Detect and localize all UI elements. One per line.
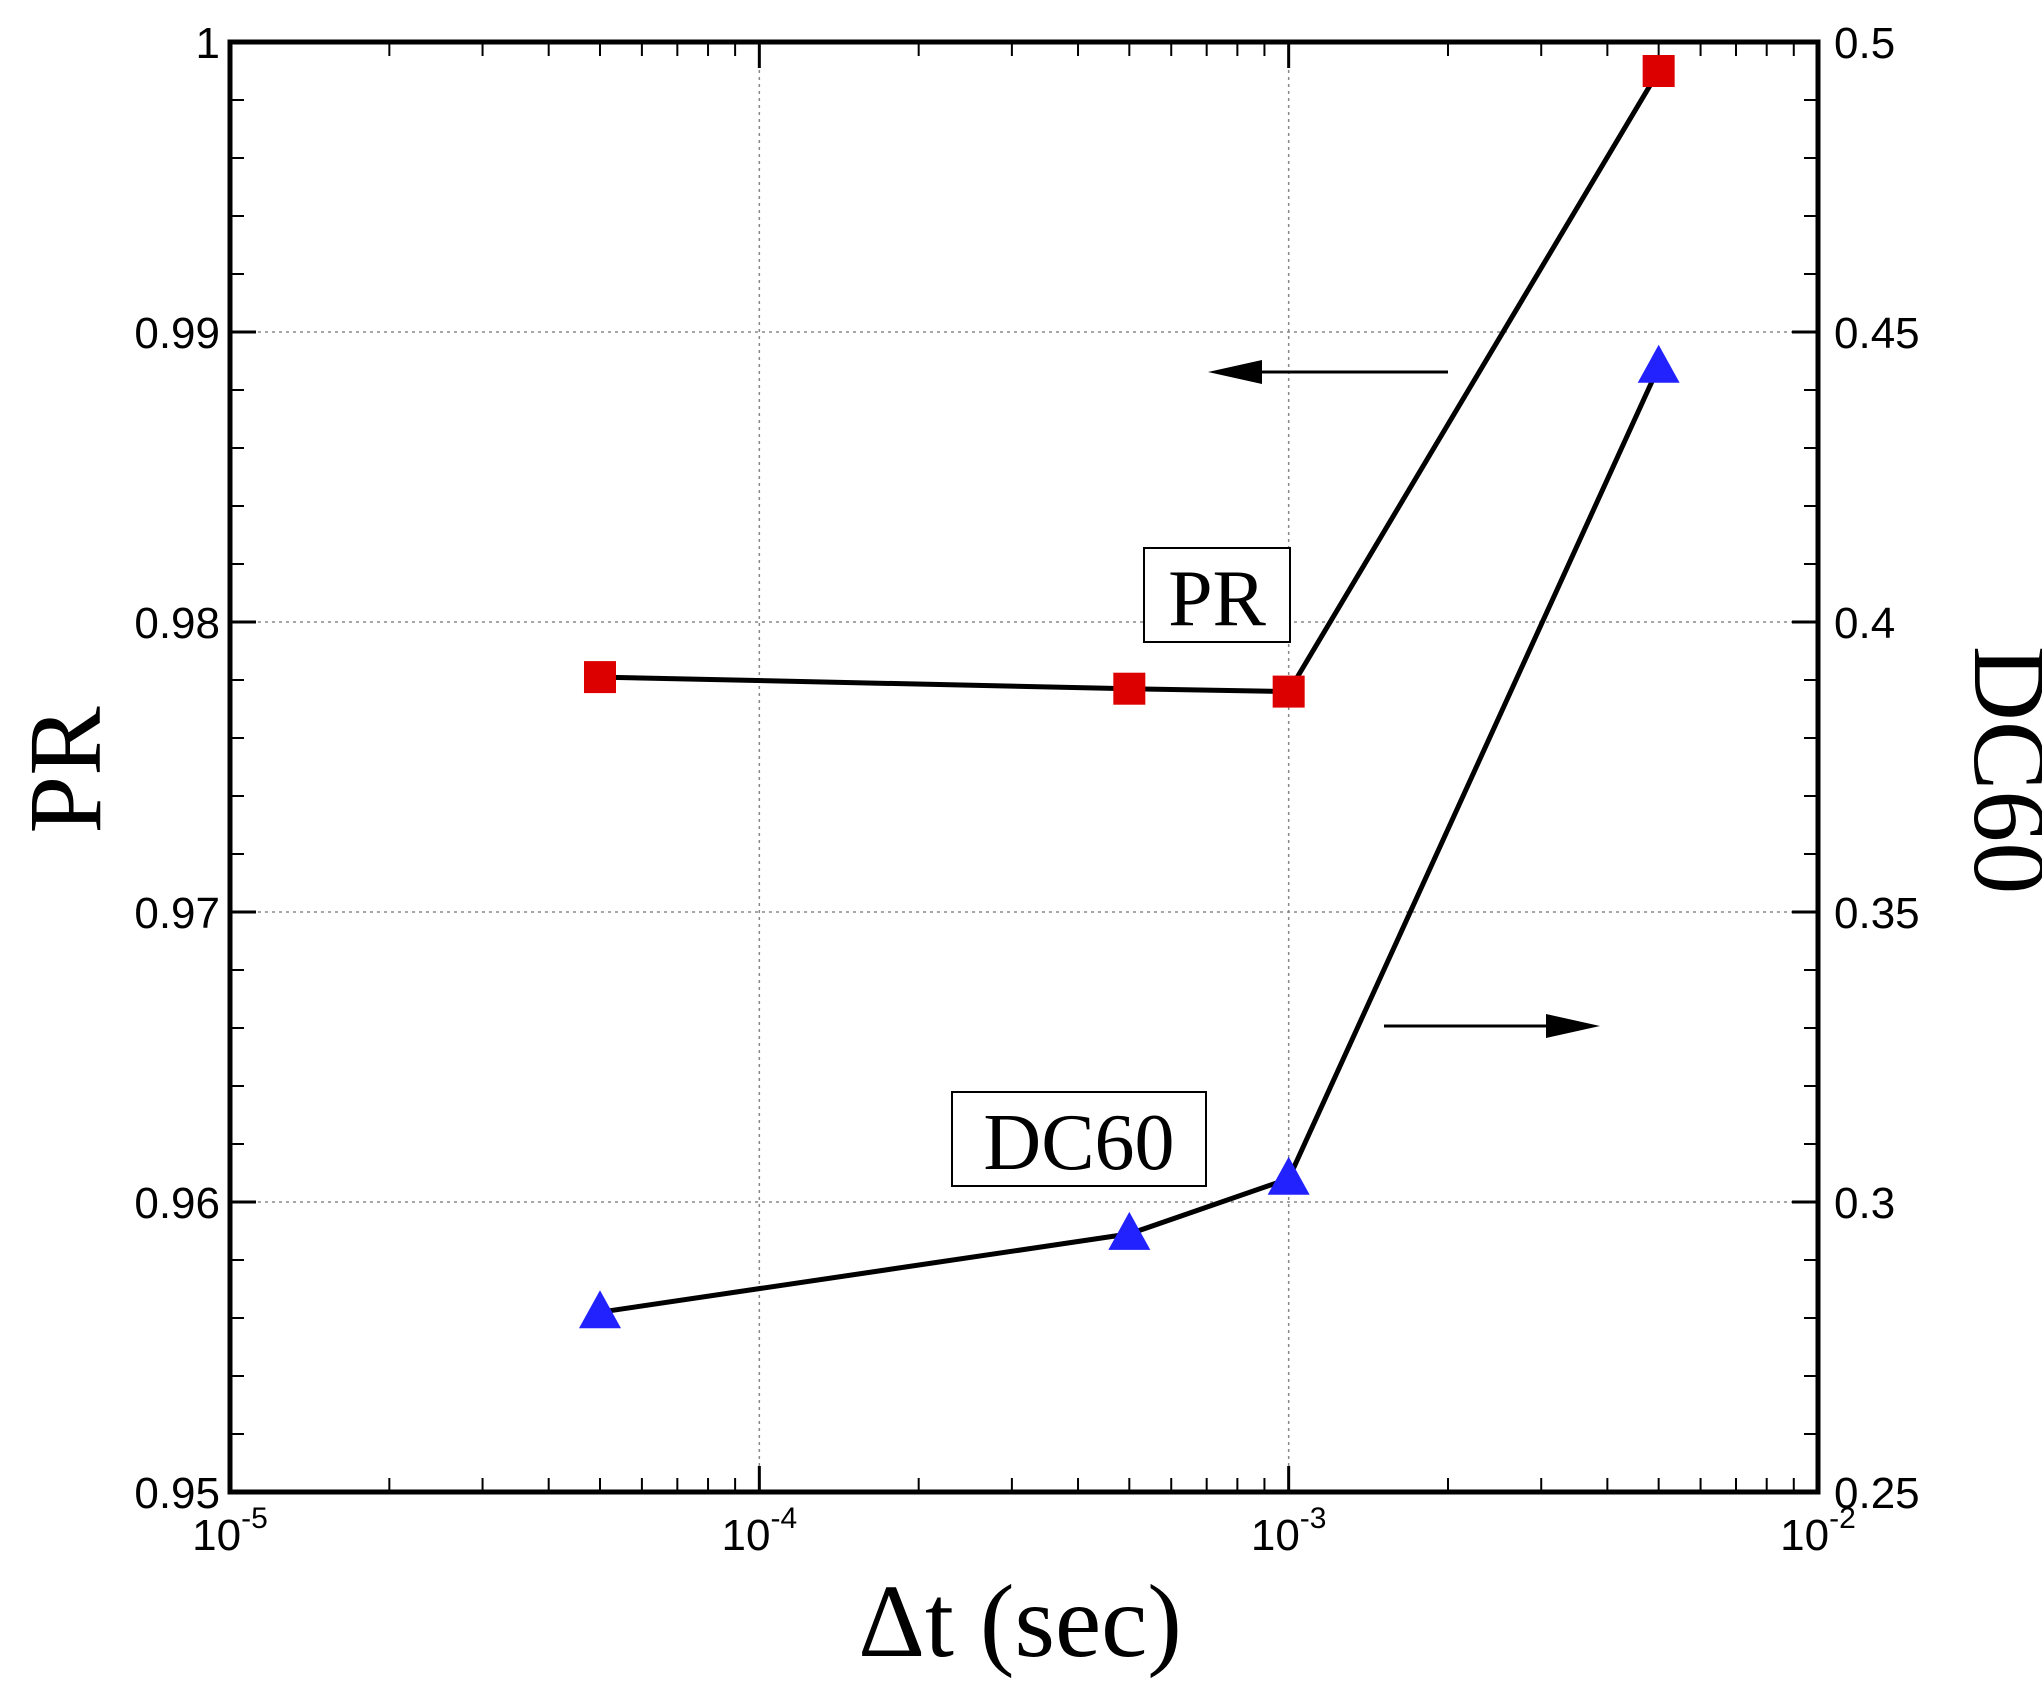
pr-point xyxy=(1272,675,1305,708)
y-left-tick-label: 1 xyxy=(196,19,220,68)
x-tick-label: 10-3 xyxy=(1251,1502,1327,1560)
dc60-series-line xyxy=(599,365,1661,1315)
pr-annotation: PR xyxy=(1143,547,1291,643)
x-tick-label: 10-4 xyxy=(722,1502,798,1560)
y-right-tick-label: 0.4 xyxy=(1834,599,1895,648)
plot-frame xyxy=(227,39,1821,1495)
dc60-point xyxy=(1267,1156,1310,1195)
y-right-tick-label: 0.45 xyxy=(1834,309,1920,358)
grid-lines xyxy=(230,42,1818,1492)
dc60-point xyxy=(1108,1211,1151,1250)
x-axis-title: Δt (sec) xyxy=(858,1564,1182,1679)
dc60-annotation-label: DC60 xyxy=(983,1099,1174,1187)
series-lines xyxy=(599,69,1661,1315)
y-left-tick-label: 0.99 xyxy=(134,309,220,358)
y-left-tick-label: 0.98 xyxy=(134,599,220,648)
tick-labels: 10-5 10-4 10-3 10-20.950.960.970.980.9910.2… xyxy=(134,19,1919,1560)
dc60-point xyxy=(1637,344,1680,383)
dc60-annotation: DC60 xyxy=(951,1091,1207,1187)
major-ticks xyxy=(228,40,1820,1494)
y-right-tick-label: 0.25 xyxy=(1834,1469,1920,1518)
pr-point xyxy=(583,661,616,694)
y-left-tick-label: 0.95 xyxy=(134,1469,220,1518)
pr-series-line xyxy=(599,69,1661,695)
minor-ticks xyxy=(230,42,1818,1493)
y-left-tick-label: 0.96 xyxy=(134,1179,220,1228)
pr-point xyxy=(1113,672,1146,705)
pr-annotation-label: PR xyxy=(1168,555,1266,643)
pr-point xyxy=(1642,55,1675,87)
pr-arrow-left xyxy=(1208,360,1448,384)
x-tick-label: 10-5 xyxy=(192,1502,268,1560)
y-left-axis-title: PR xyxy=(8,706,123,834)
y-left-tick-label: 0.97 xyxy=(134,889,220,938)
y-right-tick-label: 0.5 xyxy=(1834,19,1895,68)
dc60-point xyxy=(578,1290,621,1329)
markers xyxy=(578,55,1680,1329)
y-right-tick-label: 0.3 xyxy=(1834,1179,1895,1228)
dc60-arrow-right xyxy=(1384,1014,1600,1038)
y-right-tick-label: 0.35 xyxy=(1834,889,1920,938)
y-right-axis-title: DC60 xyxy=(1952,646,2042,894)
